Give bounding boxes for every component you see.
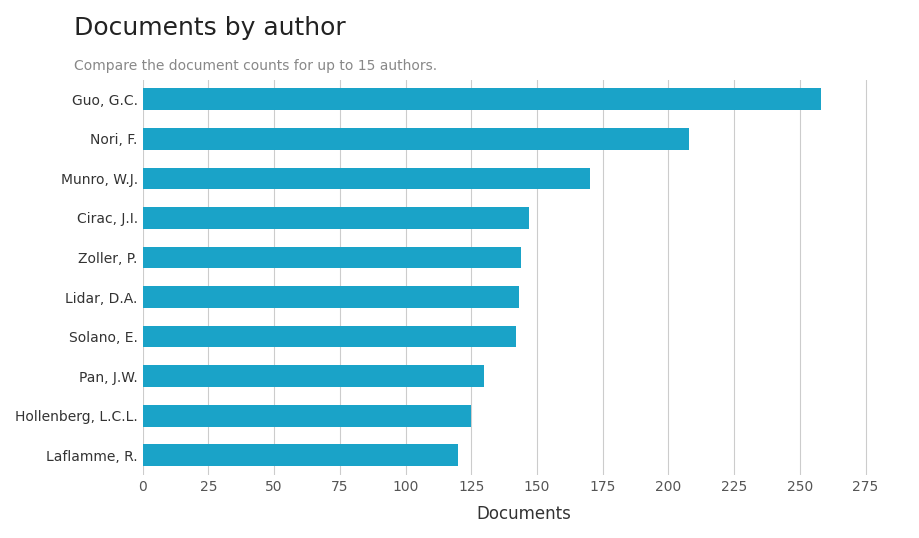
Bar bbox=[142, 128, 688, 150]
Bar bbox=[142, 88, 820, 110]
X-axis label: Documents: Documents bbox=[476, 505, 571, 523]
Text: Compare the document counts for up to 15 authors.: Compare the document counts for up to 15… bbox=[74, 59, 437, 73]
Bar bbox=[142, 325, 516, 348]
Bar bbox=[142, 286, 518, 308]
Bar bbox=[142, 365, 483, 387]
Bar bbox=[142, 405, 471, 427]
Bar bbox=[142, 207, 528, 229]
Bar bbox=[142, 246, 520, 268]
Bar bbox=[142, 444, 458, 466]
Bar bbox=[142, 167, 589, 189]
Text: Documents by author: Documents by author bbox=[74, 16, 345, 40]
